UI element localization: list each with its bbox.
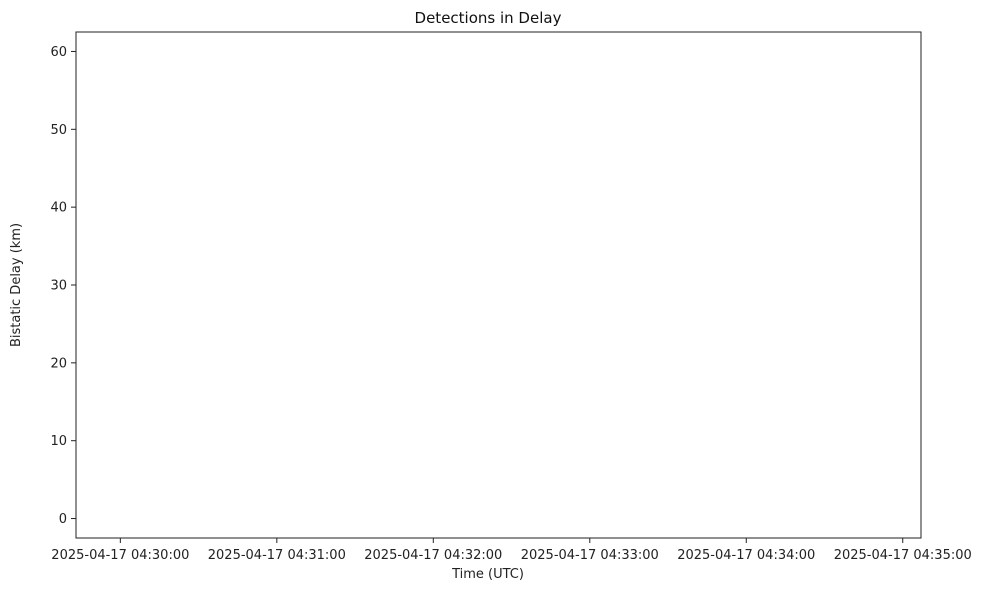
y-tick-label: 0 — [59, 512, 67, 527]
x-tick-label: 2025-04-17 04:33:00 — [521, 548, 659, 563]
y-axis-label: Bistatic Delay (km) — [9, 223, 24, 347]
plot-area — [75, 31, 922, 539]
y-axis: 0 10 20 30 40 50 60 — [50, 45, 76, 527]
chart-title: Detections in Delay — [415, 9, 562, 27]
y-tick-label: 40 — [50, 201, 67, 216]
y-tick-label: 30 — [50, 279, 67, 294]
x-tick-label: 2025-04-17 04:35:00 — [834, 548, 972, 563]
x-axis-label: Time (UTC) — [451, 567, 524, 582]
y-tick-label: 50 — [50, 123, 67, 138]
y-tick-label: 20 — [50, 356, 67, 371]
y-tick-label: 10 — [50, 434, 67, 449]
x-axis: 2025-04-17 04:30:00 2025-04-17 04:31:00 20… — [51, 538, 972, 563]
x-tick-label: 2025-04-17 04:30:00 — [51, 548, 189, 563]
x-tick-label: 2025-04-17 04:31:00 — [208, 548, 346, 563]
y-tick-label: 60 — [50, 45, 67, 60]
x-tick-label: 2025-04-17 04:34:00 — [677, 548, 815, 563]
x-tick-label: 2025-04-17 04:32:00 — [364, 548, 502, 563]
